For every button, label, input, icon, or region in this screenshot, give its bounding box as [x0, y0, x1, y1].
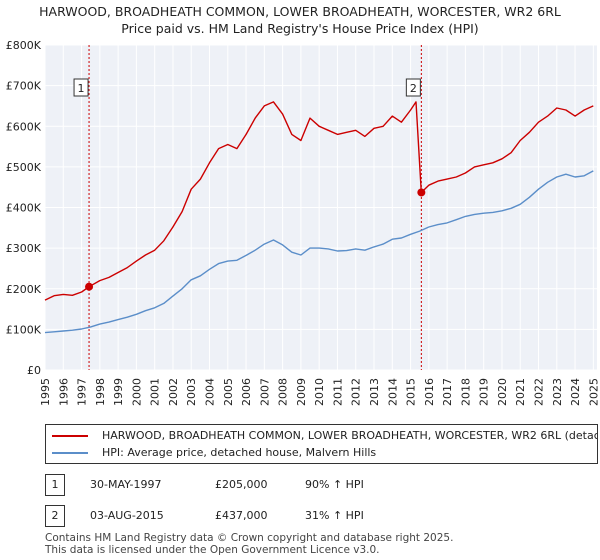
legend: HARWOOD, BROADHEATH COMMON, LOWER BROADH…	[45, 424, 598, 464]
footer-line-1: Contains HM Land Registry data © Crown c…	[45, 532, 454, 544]
hpi-line	[44, 170, 594, 334]
x-tick-label: 2020	[496, 378, 509, 406]
y-tick-label: £500K	[6, 161, 42, 174]
sale-point	[85, 282, 94, 291]
x-tick-label: 1998	[94, 378, 107, 406]
transaction-date: 03-AUG-2015	[90, 509, 164, 522]
sale-label: 1	[78, 82, 85, 95]
footer-line-2: This data is licensed under the Open Gov…	[45, 544, 380, 556]
x-tick-label: 2022	[533, 378, 546, 406]
y-tick-label: £100K	[6, 323, 42, 336]
transaction-row: 2 03-AUG-2015 £437,000 31% ↑ HPI	[45, 505, 545, 527]
x-tick-label: 2016	[423, 378, 436, 406]
legend-label-hpi: HPI: Average price, detached house, Malv…	[102, 446, 377, 459]
y-tick-label: £200K	[6, 283, 42, 296]
legend-swatch-property	[52, 435, 88, 437]
x-tick-label: 2024	[569, 378, 582, 406]
x-tick-label: 1997	[76, 378, 89, 406]
x-tick-label: 2018	[459, 378, 472, 406]
x-tick-label: 2008	[277, 378, 290, 406]
x-tick-label: 2002	[167, 378, 180, 406]
legend-label-property: HARWOOD, BROADHEATH COMMON, LOWER BROADH…	[102, 429, 598, 442]
property-price-line	[44, 101, 594, 301]
transaction-number: 1	[45, 474, 65, 496]
transaction-hpi: 31% ↑ HPI	[305, 509, 364, 522]
x-tick-label: 2000	[130, 378, 143, 406]
transaction-date: 30-MAY-1997	[90, 478, 162, 491]
x-tick-label: 2009	[295, 378, 308, 406]
x-tick-label: 2025	[587, 378, 600, 406]
x-tick-label: 2023	[551, 378, 564, 406]
y-tick-label: £700K	[6, 80, 42, 93]
sale-point	[417, 188, 426, 197]
x-tick-label: 2021	[514, 378, 527, 406]
x-tick-label: 1996	[57, 378, 70, 406]
x-tick-label: 2006	[240, 378, 253, 406]
chart-title: HARWOOD, BROADHEATH COMMON, LOWER BROADH…	[39, 4, 561, 19]
x-tick-label: 2005	[222, 378, 235, 406]
sale-label: 2	[410, 82, 417, 95]
transaction-price: £205,000	[215, 478, 268, 491]
x-tick-label: 2010	[313, 378, 326, 406]
transaction-row: 1 30-MAY-1997 £205,000 90% ↑ HPI	[45, 474, 545, 496]
transaction-number: 2	[45, 505, 65, 527]
x-tick-label: 2012	[350, 378, 363, 406]
x-tick-label: 2004	[204, 378, 217, 406]
transaction-hpi: 90% ↑ HPI	[305, 478, 364, 491]
x-tick-label: 2019	[478, 378, 491, 406]
y-tick-label: £0	[27, 364, 41, 377]
y-tick-label: £800K	[6, 39, 42, 52]
sale-label-box	[73, 78, 89, 97]
y-tick-label: £400K	[6, 202, 42, 215]
footer: Contains HM Land Registry data © Crown c…	[45, 532, 453, 556]
x-tick-label: 2014	[386, 378, 399, 406]
x-tick-label: 2003	[185, 378, 198, 406]
x-tick-label: 2015	[405, 378, 418, 406]
y-tick-label: £600K	[6, 120, 42, 133]
x-tick-label: 1999	[112, 378, 125, 406]
x-tick-label: 2017	[441, 378, 454, 406]
transaction-price: £437,000	[215, 509, 268, 522]
x-tick-label: 2001	[149, 378, 162, 406]
chart-subtitle: Price paid vs. HM Land Registry's House …	[121, 21, 479, 36]
x-tick-label: 2011	[331, 378, 344, 406]
price-chart: 1995 1996 1997 1998 1999 2000 2001 2002 2003 2004…	[6, 39, 600, 406]
x-tick-label: 1995	[39, 378, 52, 406]
legend-swatch-hpi	[52, 452, 88, 454]
y-tick-label: £300K	[6, 242, 42, 255]
x-tick-label: 2007	[258, 378, 271, 406]
sale-label-box	[405, 78, 421, 97]
x-tick-label: 2013	[368, 378, 381, 406]
